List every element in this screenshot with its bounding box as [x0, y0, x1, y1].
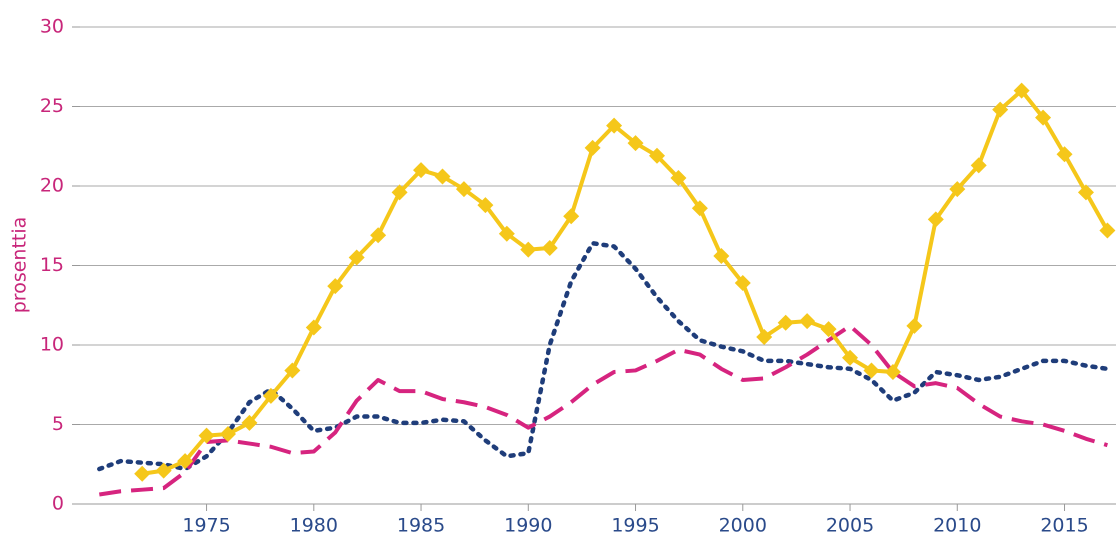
data-point [906, 317, 923, 334]
y-tick-label: 10 [40, 334, 64, 356]
data-point [305, 319, 322, 336]
data-point [177, 453, 194, 470]
x-tick-label: 2005 [826, 515, 874, 537]
x-tick-label: 2015 [1040, 515, 1088, 537]
data-point [434, 168, 451, 185]
series-line [99, 323, 1108, 497]
x-tick-label: 2010 [933, 515, 981, 537]
data-point [627, 135, 644, 152]
y-tick-label: 15 [40, 254, 64, 276]
data-point [670, 170, 687, 187]
y-tick-label: 30 [40, 16, 64, 38]
data-point [949, 181, 966, 198]
data-point [606, 117, 623, 134]
y-tick-label: 25 [40, 95, 64, 117]
data-point [520, 241, 537, 258]
data-point [1013, 82, 1030, 99]
data-point [777, 314, 794, 331]
data-point [1099, 222, 1116, 239]
data-point [284, 362, 301, 379]
data-point [713, 247, 730, 264]
data-point [1035, 109, 1052, 126]
x-tick-label: 2000 [719, 515, 767, 537]
data-point [155, 462, 172, 479]
series-line [97, 240, 1110, 472]
data-point [327, 278, 344, 295]
y-tick-label: 0 [52, 493, 64, 515]
x-tick-label: 1975 [182, 515, 230, 537]
series-line [141, 88, 1110, 476]
data-point [734, 274, 751, 291]
data-point [584, 139, 601, 156]
y-tick-label: 5 [52, 413, 64, 435]
data-point [992, 101, 1009, 118]
data-point [842, 349, 859, 366]
data-point [241, 414, 258, 431]
data-point [756, 329, 773, 346]
data-point [413, 162, 430, 179]
x-tick-label: 1980 [290, 515, 338, 537]
x-tick-label: 1990 [504, 515, 552, 537]
data-point [563, 208, 580, 225]
data-point [455, 181, 472, 198]
data-point [134, 465, 151, 482]
data-point [370, 227, 387, 244]
x-tick-label: 1995 [611, 515, 659, 537]
data-point [391, 184, 408, 201]
data-point [691, 200, 708, 217]
x-tick-label: 1985 [397, 515, 445, 537]
y-tick-label: 20 [40, 175, 64, 197]
data-point [648, 147, 665, 164]
data-point [541, 240, 558, 257]
data-point [970, 157, 987, 174]
data-point [1077, 184, 1094, 201]
data-point [198, 427, 215, 444]
data-point [262, 387, 279, 404]
data-point [863, 362, 880, 379]
y-axis-label: prosenttia [9, 217, 31, 314]
data-point [498, 225, 515, 242]
data-point [220, 426, 236, 443]
data-point [927, 211, 944, 228]
data-point [477, 197, 494, 214]
data-point [348, 249, 365, 266]
data-point [884, 364, 901, 381]
data-point [820, 321, 837, 338]
data-point [1056, 146, 1073, 163]
data-point [799, 313, 816, 330]
